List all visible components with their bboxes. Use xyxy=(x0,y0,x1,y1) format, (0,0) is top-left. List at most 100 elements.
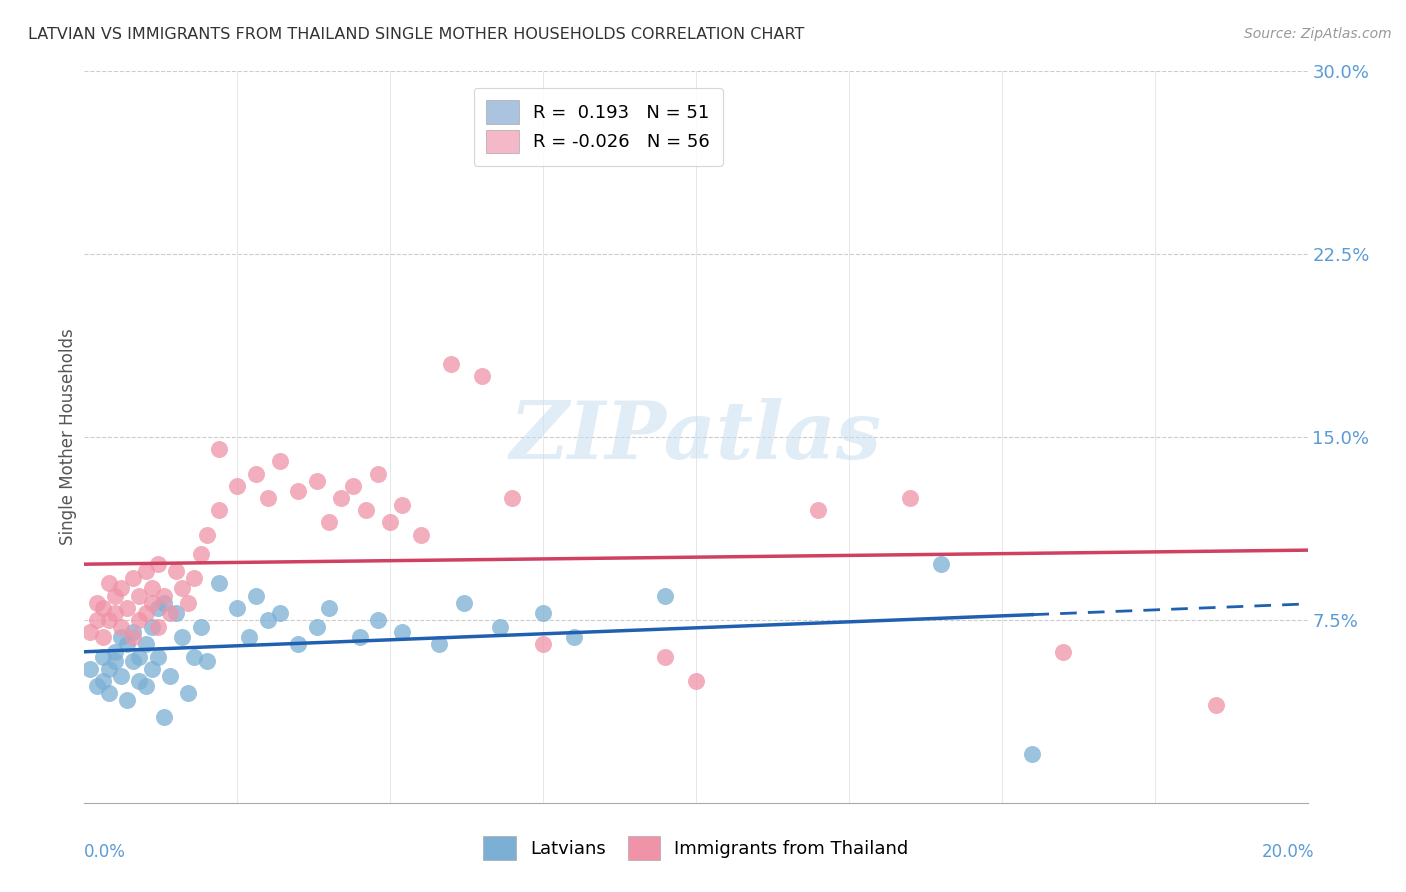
Point xyxy=(208,442,231,457)
Point xyxy=(898,491,921,505)
Point xyxy=(110,581,132,595)
Point xyxy=(153,589,176,603)
Point xyxy=(685,673,707,688)
Point xyxy=(86,679,108,693)
Point xyxy=(135,679,157,693)
Point xyxy=(409,527,432,541)
Point xyxy=(269,606,291,620)
Point xyxy=(226,600,249,615)
Point xyxy=(86,613,108,627)
Point xyxy=(807,503,830,517)
Point xyxy=(86,596,108,610)
Point xyxy=(146,620,169,634)
Point xyxy=(183,572,205,586)
Point xyxy=(367,467,389,481)
Point xyxy=(562,630,585,644)
Point xyxy=(287,483,309,498)
Text: Source: ZipAtlas.com: Source: ZipAtlas.com xyxy=(1244,27,1392,41)
Point xyxy=(115,600,138,615)
Point xyxy=(190,620,212,634)
Point xyxy=(122,625,145,640)
Point xyxy=(110,630,132,644)
Point xyxy=(177,596,200,610)
Point xyxy=(208,503,231,517)
Point xyxy=(91,600,114,615)
Point xyxy=(489,620,512,634)
Point xyxy=(929,557,952,571)
Point xyxy=(654,589,676,603)
Point xyxy=(141,620,163,634)
Point xyxy=(135,606,157,620)
Point xyxy=(165,564,187,578)
Point xyxy=(97,576,120,591)
Point xyxy=(354,503,377,517)
Point xyxy=(177,686,200,700)
Point xyxy=(305,620,328,634)
Point xyxy=(471,369,494,384)
Point xyxy=(531,637,554,651)
Point xyxy=(153,596,176,610)
Y-axis label: Single Mother Households: Single Mother Households xyxy=(59,329,77,545)
Point xyxy=(79,625,101,640)
Point xyxy=(172,630,194,644)
Point xyxy=(135,637,157,651)
Point xyxy=(91,673,114,688)
Point xyxy=(146,649,169,664)
Point xyxy=(318,516,340,530)
Point xyxy=(238,630,260,644)
Point xyxy=(110,620,132,634)
Point xyxy=(453,596,475,610)
Point xyxy=(195,527,218,541)
Point xyxy=(159,606,181,620)
Point xyxy=(391,499,413,513)
Point xyxy=(146,557,169,571)
Point xyxy=(380,516,402,530)
Point xyxy=(531,606,554,620)
Point xyxy=(342,479,364,493)
Point xyxy=(287,637,309,651)
Point xyxy=(195,654,218,668)
Point xyxy=(97,686,120,700)
Point xyxy=(367,613,389,627)
Point xyxy=(1205,698,1227,713)
Point xyxy=(128,649,150,664)
Point xyxy=(122,630,145,644)
Point xyxy=(79,662,101,676)
Point xyxy=(190,547,212,561)
Point xyxy=(141,581,163,595)
Point xyxy=(440,357,463,371)
Point xyxy=(135,564,157,578)
Point xyxy=(91,649,114,664)
Point xyxy=(141,596,163,610)
Point xyxy=(427,637,450,651)
Point xyxy=(128,673,150,688)
Point xyxy=(1021,747,1043,761)
Point xyxy=(122,654,145,668)
Point xyxy=(153,710,176,724)
Point xyxy=(165,606,187,620)
Point xyxy=(257,491,280,505)
Point xyxy=(104,589,127,603)
Point xyxy=(245,589,267,603)
Point xyxy=(1052,645,1074,659)
Point xyxy=(330,491,353,505)
Point xyxy=(104,645,127,659)
Point xyxy=(115,693,138,707)
Point xyxy=(104,606,127,620)
Point xyxy=(183,649,205,664)
Point xyxy=(115,637,138,651)
Point xyxy=(91,630,114,644)
Point xyxy=(97,662,120,676)
Text: LATVIAN VS IMMIGRANTS FROM THAILAND SINGLE MOTHER HOUSEHOLDS CORRELATION CHART: LATVIAN VS IMMIGRANTS FROM THAILAND SING… xyxy=(28,27,804,42)
Point xyxy=(245,467,267,481)
Point xyxy=(146,600,169,615)
Point xyxy=(159,669,181,683)
Point xyxy=(318,600,340,615)
Point xyxy=(654,649,676,664)
Point xyxy=(391,625,413,640)
Point xyxy=(97,613,120,627)
Point xyxy=(128,613,150,627)
Point xyxy=(141,662,163,676)
Text: ZIPatlas: ZIPatlas xyxy=(510,399,882,475)
Text: 0.0%: 0.0% xyxy=(84,843,127,861)
